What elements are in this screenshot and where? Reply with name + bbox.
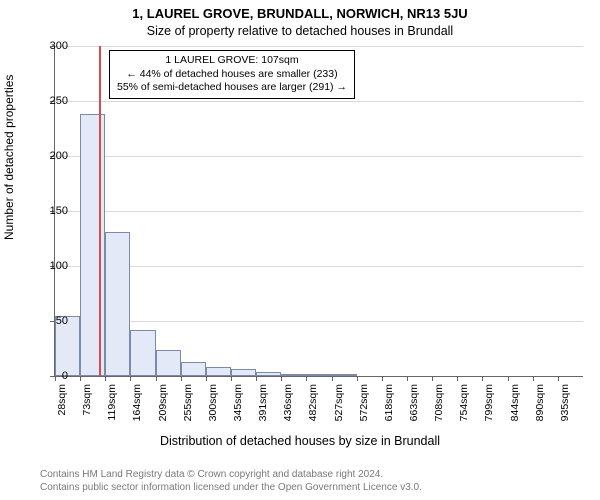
xtick-label: 527sqm [333,384,345,434]
histogram-bar [105,232,130,376]
xtick-label: 255sqm [182,384,194,434]
xtick-label: 482sqm [307,384,319,434]
ytick-label: 300 [40,40,68,52]
xtick-mark [231,376,232,381]
annotation-box: 1 LAUREL GROVE: 107sqm← 44% of detached … [109,50,355,99]
xtick-mark [432,376,433,381]
xtick-mark [482,376,483,381]
xtick-label: 119sqm [106,384,118,434]
xtick-label: 663sqm [408,384,420,434]
xtick-mark [357,376,358,381]
histogram-bar [332,374,357,376]
histogram-bar [80,114,105,376]
xtick-mark [558,376,559,381]
xtick-label: 345sqm [232,384,244,434]
footer-line1: Contains HM Land Registry data © Crown c… [40,468,422,481]
histogram-bar [256,372,281,376]
xtick-label: 844sqm [509,384,521,434]
histogram-bar [281,374,306,376]
xtick-mark [457,376,458,381]
xtick-mark [181,376,182,381]
chart-title-address: 1, LAUREL GROVE, BRUNDALL, NORWICH, NR13… [0,6,600,21]
xtick-label: 73sqm [81,384,93,434]
xtick-mark [407,376,408,381]
xtick-mark [382,376,383,381]
xtick-mark [306,376,307,381]
annotation-line1: 1 LAUREL GROVE: 107sqm [117,54,347,68]
xtick-mark [206,376,207,381]
xtick-mark [508,376,509,381]
xtick-label: 799sqm [483,384,495,434]
xtick-label: 754sqm [458,384,470,434]
xtick-mark [130,376,131,381]
histogram-bar [130,330,155,376]
gridline [55,101,583,102]
footer-line2: Contains public sector information licen… [40,481,422,494]
marker-line [99,46,101,376]
ytick-label: 200 [40,150,68,162]
xtick-label: 890sqm [534,384,546,434]
xtick-label: 935sqm [559,384,571,434]
gridline [55,46,583,47]
ytick-label: 0 [40,370,68,382]
xtick-label: 209sqm [157,384,169,434]
ytick-label: 250 [40,95,68,107]
xtick-label: 164sqm [131,384,143,434]
annotation-line2: ← 44% of detached houses are smaller (23… [117,68,347,82]
xtick-mark [105,376,106,381]
xtick-label: 708sqm [433,384,445,434]
histogram-bar [181,362,206,376]
footer-attribution: Contains HM Land Registry data © Crown c… [40,468,422,494]
gridline [55,266,583,267]
xtick-label: 28sqm [56,384,68,434]
histogram-bar [206,367,231,376]
y-axis-label: Number of detached properties [2,75,16,240]
annotation-line3: 55% of semi-detached houses are larger (… [117,81,347,95]
xtick-label: 436sqm [282,384,294,434]
xtick-mark [281,376,282,381]
gridline [55,156,583,157]
xtick-label: 572sqm [358,384,370,434]
xtick-mark [533,376,534,381]
histogram-bar [156,350,181,376]
histogram-bar [231,369,256,376]
xtick-label: 618sqm [383,384,395,434]
gridline [55,321,583,322]
ytick-label: 100 [40,260,68,272]
xtick-mark [256,376,257,381]
histogram-bar [306,374,331,376]
xtick-mark [332,376,333,381]
ytick-label: 150 [40,205,68,217]
chart-title-desc: Size of property relative to detached ho… [0,24,600,38]
x-axis-label: Distribution of detached houses by size … [0,434,600,448]
ytick-label: 50 [40,315,68,327]
gridline [55,211,583,212]
xtick-mark [80,376,81,381]
xtick-label: 391sqm [257,384,269,434]
xtick-mark [156,376,157,381]
xtick-label: 300sqm [207,384,219,434]
